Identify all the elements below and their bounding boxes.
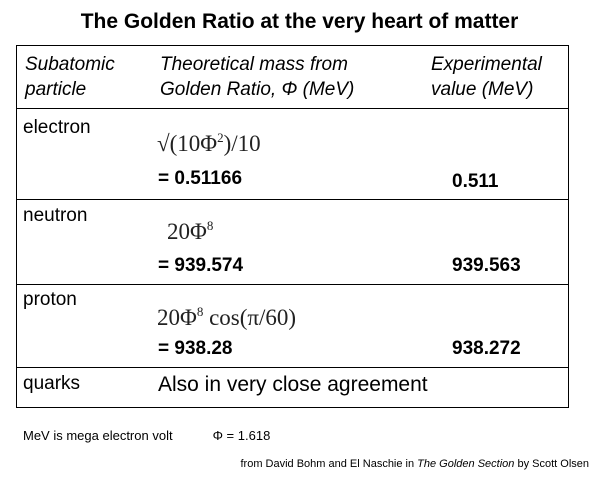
row-proton-experimental: 938.272: [452, 338, 521, 359]
source-book: The Golden Section: [417, 458, 515, 470]
source-suffix: by Scott Olsen: [514, 458, 589, 470]
divider: [17, 199, 568, 200]
row-neutron-experimental: 939.563: [452, 255, 521, 276]
footnote: MeV is mega electron volt Φ = 1.618: [23, 428, 270, 443]
row-electron-theoretical: = 0.51166: [158, 168, 243, 189]
row-electron-particle: electron: [23, 117, 91, 138]
divider: [17, 108, 568, 109]
divider: [17, 367, 568, 368]
footnote-phi: Φ = 1.618: [212, 428, 271, 443]
divider: [17, 284, 568, 285]
row-quarks-note: Also in very close agreement: [158, 373, 428, 396]
row-proton-formula: 20Φ8 cos(π/60): [157, 304, 297, 330]
row-neutron-formula: 20Φ8: [167, 218, 214, 244]
row-proton-theoretical: = 938.28: [158, 338, 233, 359]
row-proton-particle: proton: [23, 289, 77, 310]
row-quarks-particle: quarks: [23, 373, 81, 394]
header-experimental-line1: Experimental: [431, 54, 542, 75]
source-prefix: from David Bohm and El Naschie in: [240, 458, 418, 470]
header-theoretical-line1: Theoretical mass from: [160, 54, 348, 75]
comparison-table: Subatomic particle Theoretical mass from…: [16, 45, 569, 408]
footnote-mev: MeV is mega electron volt: [23, 428, 173, 443]
header-experimental: Experimental value (MeV): [431, 52, 542, 102]
source-citation: from David Bohm and El Naschie in The Go…: [240, 458, 589, 470]
header-experimental-line2: value (MeV): [431, 79, 534, 100]
row-electron-formula: √(10Φ2)/10: [157, 130, 261, 156]
page-title: The Golden Ratio at the very heart of ma…: [80, 10, 519, 33]
row-electron-experimental: 0.511: [452, 171, 499, 192]
row-neutron-particle: neutron: [23, 205, 88, 226]
header-theoretical: Theoretical mass from Golden Ratio, Φ (M…: [160, 52, 354, 102]
header-particle-line1: Subatomic: [25, 54, 115, 75]
header-particle: Subatomic particle: [25, 52, 115, 102]
row-neutron-theoretical: = 939.574: [158, 255, 244, 276]
header-particle-line2: particle: [25, 79, 87, 100]
header-theoretical-line2: Golden Ratio, Φ (MeV): [160, 79, 355, 100]
